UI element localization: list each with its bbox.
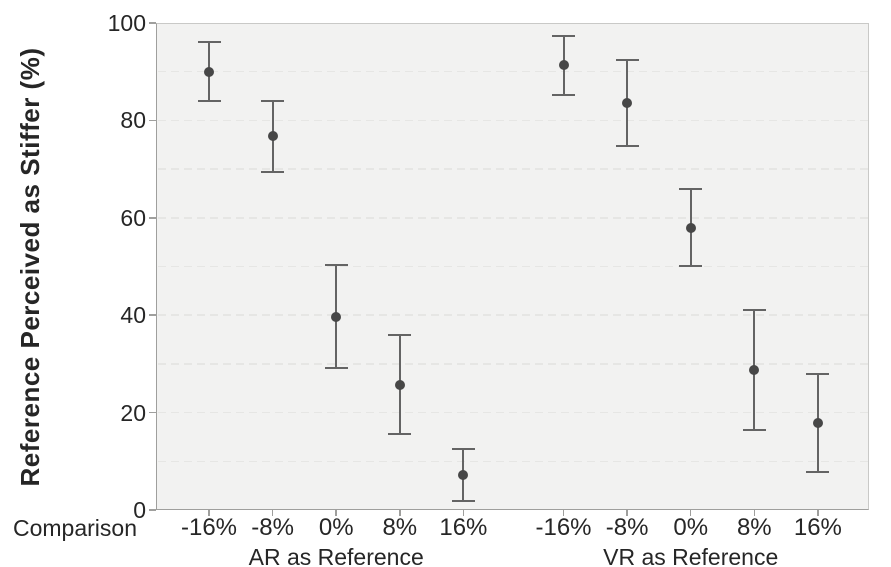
y-tick-80 bbox=[149, 119, 156, 122]
error-bar-cap-top bbox=[451, 447, 475, 450]
data-point bbox=[685, 222, 696, 233]
error-bar-cap-top bbox=[324, 264, 348, 267]
gridline-70 bbox=[157, 168, 868, 170]
y-tick-label: 100 bbox=[107, 10, 146, 36]
error-bar-cap-bottom bbox=[552, 93, 575, 96]
gridline-20 bbox=[157, 411, 868, 414]
gridline-30 bbox=[157, 363, 868, 365]
error-bar-cap-bottom bbox=[679, 264, 703, 267]
x-tick bbox=[817, 510, 819, 516]
x-tick bbox=[271, 510, 274, 516]
error-bar-cap-top bbox=[679, 187, 703, 190]
error-bar-cap-bottom bbox=[388, 432, 412, 435]
gridline-90 bbox=[157, 70, 868, 73]
y-tick-0 bbox=[149, 509, 156, 511]
data-point bbox=[394, 380, 405, 391]
x-tick-label: -8% bbox=[251, 514, 294, 541]
x-tick-label: 0% bbox=[673, 514, 709, 541]
y-tick-label: 0 bbox=[133, 497, 146, 523]
y-tick-label: 80 bbox=[120, 107, 146, 134]
x-tick bbox=[462, 510, 465, 516]
gridline-50 bbox=[157, 265, 868, 268]
data-point bbox=[204, 66, 214, 77]
y-tick-60 bbox=[149, 217, 156, 219]
y-tick-label: 20 bbox=[120, 399, 146, 426]
x-tick bbox=[753, 510, 756, 516]
x-tick-label: -8% bbox=[605, 514, 649, 541]
error-bar-cap-top bbox=[388, 334, 412, 337]
data-point bbox=[267, 130, 278, 141]
error-bar-cap-bottom bbox=[451, 500, 475, 503]
x-tick-label: 8% bbox=[382, 514, 418, 541]
error-bar-cap-bottom bbox=[742, 429, 766, 432]
error-bar-cap-top bbox=[742, 309, 766, 312]
error-bar-cap-bottom bbox=[197, 99, 221, 102]
y-tick-40 bbox=[149, 314, 156, 316]
error-bar-cap-bottom bbox=[324, 367, 348, 370]
error-bar-cap-top bbox=[552, 34, 575, 37]
x-tick-label: -16% bbox=[180, 514, 238, 541]
error-bar-cap-bottom bbox=[261, 170, 285, 173]
y-tick-20 bbox=[149, 411, 156, 414]
y-tick-label: 40 bbox=[120, 302, 146, 329]
gridline-40 bbox=[157, 314, 868, 316]
x-tick-label: 16% bbox=[793, 514, 842, 541]
error-bar-cap-top bbox=[261, 99, 285, 102]
gridline-10 bbox=[157, 460, 868, 463]
x-axis-title: Comparison bbox=[13, 515, 137, 541]
data-point bbox=[558, 59, 569, 70]
error-bar-cap-bottom bbox=[806, 471, 830, 473]
data-point bbox=[812, 418, 823, 429]
x-tick bbox=[562, 510, 565, 516]
y-tick-100 bbox=[149, 22, 156, 24]
y-axis-title: Reference Perceived as Stiffer (%) bbox=[15, 47, 45, 487]
data-point bbox=[458, 469, 469, 480]
x-tick bbox=[399, 510, 401, 516]
gridline-80 bbox=[157, 119, 868, 122]
data-point bbox=[331, 311, 342, 322]
x-tick bbox=[689, 510, 692, 516]
x-tick bbox=[626, 510, 628, 516]
data-point bbox=[749, 364, 760, 375]
x-tick-label: 0% bbox=[318, 514, 354, 541]
data-point bbox=[622, 97, 633, 108]
error-bar-cap-top bbox=[806, 372, 830, 375]
group-label-vr: VR as Reference bbox=[603, 544, 779, 567]
x-tick-label: 16% bbox=[439, 514, 488, 541]
error-bar-cap-bottom bbox=[615, 144, 639, 147]
error-bar-cap-top bbox=[197, 41, 221, 44]
y-tick-label: 60 bbox=[120, 204, 146, 231]
gridline-60 bbox=[157, 217, 868, 219]
group-label-ar: AR as Reference bbox=[248, 544, 424, 567]
x-tick-label: -16% bbox=[535, 514, 592, 541]
x-tick bbox=[335, 510, 337, 516]
x-tick-label: 8% bbox=[736, 514, 772, 541]
error-bar-cap-top bbox=[615, 59, 639, 61]
x-tick bbox=[208, 510, 210, 516]
